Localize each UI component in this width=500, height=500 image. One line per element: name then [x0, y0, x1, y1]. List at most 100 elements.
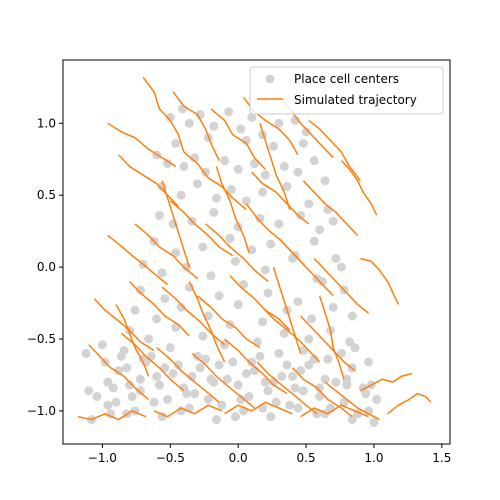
place-cell-point — [307, 314, 316, 323]
place-cell-point — [261, 171, 270, 180]
place-cell-point — [277, 372, 286, 381]
place-cell-point — [130, 306, 139, 315]
x-tick-label: 0.0 — [229, 451, 248, 465]
place-cell-point — [236, 125, 245, 134]
place-cell-point — [266, 412, 275, 421]
place-cell-point — [310, 156, 319, 165]
place-cell-point — [215, 291, 224, 300]
place-cell-point — [274, 219, 283, 228]
place-cell-point — [291, 383, 300, 392]
place-cell-point — [299, 139, 308, 148]
place-cell-point — [92, 392, 101, 401]
place-cell-point — [266, 240, 275, 249]
place-cell-point — [293, 168, 302, 177]
legend-marker-place-cell — [266, 75, 275, 84]
place-cell-point — [117, 352, 126, 361]
place-cell-point — [111, 398, 120, 407]
y-tick-label: 0.5 — [37, 188, 56, 202]
place-cell-point — [198, 332, 207, 341]
place-cell-point — [280, 162, 289, 171]
place-cell-point — [331, 254, 340, 263]
place-cell-point — [98, 340, 107, 349]
place-cell-point — [224, 107, 233, 116]
place-cell-point — [231, 412, 240, 421]
y-tick-label: −0.5 — [27, 332, 56, 346]
place-cell-point — [255, 352, 264, 361]
place-cell-point — [245, 392, 254, 401]
place-cell-point — [364, 358, 373, 367]
place-cell-point — [155, 211, 164, 220]
place-cell-point — [122, 363, 131, 372]
place-cell-point — [321, 176, 330, 185]
place-cell-point — [171, 139, 180, 148]
place-cell-point — [158, 268, 167, 277]
place-cell-point — [264, 288, 273, 297]
place-cell-point — [304, 335, 313, 344]
place-cell-point — [310, 237, 319, 246]
place-cell-point — [288, 372, 297, 381]
place-cell-point — [226, 234, 235, 243]
place-cell-point — [234, 165, 243, 174]
place-cell-point — [193, 179, 202, 188]
place-cell-point — [283, 360, 292, 369]
y-tick-label: 0.0 — [37, 260, 56, 274]
legend-label-place-cell: Place cell centers — [294, 72, 399, 86]
place-cell-point — [82, 349, 91, 358]
place-cell-point — [84, 386, 93, 395]
place-cell-point — [152, 372, 161, 381]
x-tick-label: −1.0 — [88, 451, 117, 465]
x-tick-label: 1.5 — [432, 451, 451, 465]
place-cell-point — [331, 378, 340, 387]
place-cell-point — [258, 317, 267, 326]
place-cell-point — [212, 415, 221, 424]
place-cell-point — [209, 122, 218, 131]
place-cell-point — [285, 401, 294, 410]
place-cell-point — [269, 142, 278, 151]
place-cell-point — [258, 188, 267, 197]
legend-label-trajectory: Simulated trajectory — [294, 93, 417, 107]
place-cell-point — [329, 217, 338, 226]
y-tick-label: 1.0 — [37, 116, 56, 130]
x-tick-label: 0.5 — [297, 451, 316, 465]
x-tick-label: 1.0 — [364, 451, 383, 465]
place-cell-point — [228, 358, 237, 367]
place-cell-point — [231, 257, 240, 266]
place-cell-point — [177, 191, 186, 200]
place-cell-point — [234, 300, 243, 309]
legend: Place cell centers Simulated trajectory — [250, 67, 443, 114]
place-cell-point — [128, 392, 137, 401]
place-cell-point — [136, 375, 145, 384]
place-cell-point — [209, 208, 218, 217]
place-cell-point — [350, 343, 359, 352]
place-cell-point — [179, 162, 188, 171]
place-cell-point — [168, 369, 177, 378]
place-cell-point — [155, 381, 164, 390]
place-cell-point — [315, 225, 324, 234]
place-cell-point — [163, 395, 172, 404]
place-cell-point — [190, 389, 199, 398]
place-cell-point — [299, 386, 308, 395]
place-cell-point — [215, 360, 224, 369]
place-cell-point — [103, 401, 112, 410]
place-cell-point — [207, 375, 216, 384]
place-cell-point — [369, 418, 378, 427]
place-cell-point — [337, 263, 346, 272]
place-cell-point — [207, 271, 216, 280]
place-cell-point — [242, 369, 251, 378]
place-cell-point — [323, 355, 332, 364]
place-cell-point — [220, 156, 229, 165]
y-tick-label: −1.0 — [27, 404, 56, 418]
place-cell-point — [147, 352, 156, 361]
place-cell-point — [166, 343, 175, 352]
place-cell-point — [304, 199, 313, 208]
place-cell-point — [261, 265, 270, 274]
place-cell-point — [149, 398, 158, 407]
place-cell-point — [274, 349, 283, 358]
place-cell-point — [329, 303, 338, 312]
place-cell-point — [234, 381, 243, 390]
place-cell-point — [178, 104, 187, 113]
place-cell-point — [103, 378, 112, 387]
place-cell-point — [160, 294, 169, 303]
x-tick-label: −0.5 — [156, 451, 185, 465]
